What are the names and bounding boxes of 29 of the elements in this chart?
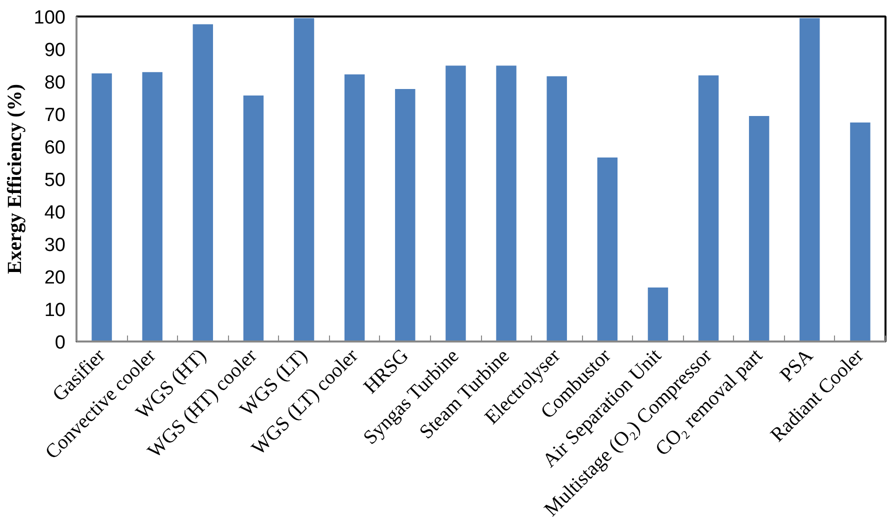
y-tick-label: 40: [44, 202, 66, 224]
y-tick-label: 20: [44, 268, 66, 288]
bar: [496, 66, 516, 342]
bar: [395, 88, 416, 342]
y-tick-label: 90: [44, 40, 66, 61]
bar: [546, 76, 567, 342]
bar: [648, 288, 668, 342]
y-tick-label: 0: [54, 332, 66, 354]
bar: [800, 18, 820, 342]
y-tick-label: 100: [34, 8, 66, 28]
x-tick-label: PSA: [776, 344, 818, 386]
y-tick-label: 70: [44, 105, 66, 126]
bar: [698, 75, 719, 342]
y-tick-label: 30: [44, 235, 66, 256]
bar: [446, 66, 466, 342]
bar: [748, 116, 770, 342]
y-axis-title: Exergy Efficiency (%): [4, 84, 26, 274]
y-tick-label: 50: [44, 170, 66, 191]
bar: [192, 24, 214, 342]
bar: [294, 18, 314, 342]
y-tick-label: 80: [44, 72, 66, 94]
y-tick-label: 10: [44, 300, 66, 321]
bar: [142, 72, 162, 342]
y-tick-label: 60: [44, 138, 66, 158]
bar: [243, 95, 264, 342]
bar: [850, 122, 870, 342]
bar: [597, 158, 618, 342]
bar: [344, 74, 365, 342]
bar: [92, 73, 112, 342]
